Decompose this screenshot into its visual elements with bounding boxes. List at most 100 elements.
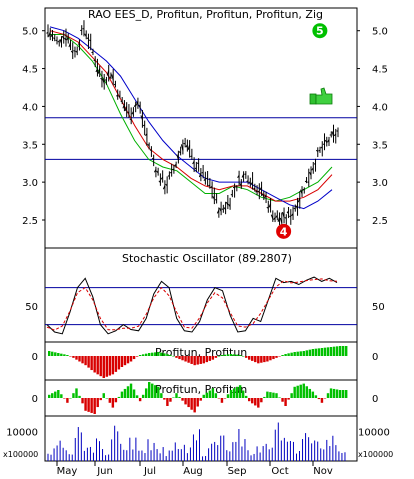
histogram-bar [90, 356, 93, 371]
marker-5-badge [312, 23, 328, 39]
histogram-bar [244, 356, 248, 358]
histogram-bar [187, 398, 190, 408]
price-bar-open [165, 183, 168, 187]
volume-y-tick-right: 10000 [358, 428, 390, 439]
histogram-bar [263, 356, 266, 363]
price-bar-open [190, 155, 193, 158]
histogram-bar [120, 391, 124, 398]
histogram-bar [290, 393, 293, 398]
histogram-bar [317, 348, 321, 356]
volume-panel-frame [44, 415, 358, 462]
histogram-bar [287, 353, 290, 356]
histogram-bar [338, 346, 342, 356]
price-bar-open [297, 197, 301, 203]
histogram-bar [54, 391, 57, 398]
price-bar-open [113, 83, 116, 86]
histogram-bar [338, 390, 342, 398]
price-bar-open [176, 154, 179, 160]
stochastic-d-line [46, 278, 338, 331]
histogram-bar [205, 392, 209, 398]
histogram-bar [105, 398, 109, 399]
histogram-bar [144, 388, 148, 398]
histogram-bar [129, 383, 133, 398]
histogram-bar [290, 352, 293, 356]
price-bar-open [282, 211, 285, 218]
price-bar-open [268, 203, 272, 208]
price-bar-open [156, 170, 159, 174]
histogram-bar [117, 396, 121, 398]
histogram-bar [217, 356, 221, 357]
histogram-bar [235, 354, 239, 356]
price-bar-open [250, 181, 253, 185]
histogram-bar [263, 396, 266, 398]
price-bar-open [169, 171, 172, 174]
price-bar-open [142, 124, 145, 127]
histogram-bar [105, 356, 109, 377]
histogram-bar [111, 398, 115, 408]
histogram-bar [75, 388, 78, 398]
histogram-bar [117, 356, 121, 370]
histogram-bar [132, 356, 136, 360]
histogram-bar [141, 354, 145, 356]
histogram-bar [314, 348, 318, 356]
price-bar-open [300, 189, 303, 194]
histogram-bar [111, 356, 115, 375]
price-bar-open [230, 193, 233, 196]
histogram-bar [135, 356, 139, 357]
histogram-bar [66, 398, 69, 403]
histogram-bar [214, 356, 218, 358]
stochastic-panel: Stochastic Oscillator (89.2807) 50 50 [25, 247, 385, 343]
price-bar-open [212, 196, 215, 200]
price-bar-open [162, 185, 166, 190]
marker-4-badge [276, 223, 292, 239]
price-bar-open [102, 78, 105, 84]
histogram-bar [329, 388, 333, 398]
price-bar-open [75, 50, 78, 53]
histogram-bar [102, 356, 105, 378]
price-bar-open [237, 174, 240, 179]
price-bar-open [194, 167, 197, 170]
histogram-bar [114, 356, 118, 372]
price-bar-open [324, 139, 328, 143]
x-tick-nov: Nov [313, 466, 333, 477]
price-bar-open [127, 111, 130, 114]
marker-label: 4 [280, 225, 288, 238]
stochastic-lines [46, 276, 338, 335]
histogram-bar [108, 398, 112, 403]
histogram-bar [175, 356, 178, 358]
histogram-bar [266, 356, 269, 362]
histogram-bar [102, 393, 105, 398]
price-support-lines [45, 117, 357, 160]
price-bar-open [192, 160, 195, 165]
histogram-bar [90, 398, 93, 413]
histogram-bar [84, 398, 87, 411]
price-bar-open [198, 173, 202, 178]
price-bar-open [73, 50, 76, 52]
x-tick-jun: Jun [96, 466, 113, 477]
histogram-bar [144, 353, 148, 356]
price-bar-open [270, 214, 274, 219]
price-bar-open [153, 169, 157, 173]
histogram-bar [223, 398, 227, 399]
price-y-tick-left: 3.0 [22, 178, 38, 189]
stochastic-panel-title: Stochastic Oscillator (89.2807) [122, 252, 292, 265]
histogram-bar [57, 353, 60, 356]
histogram-bar [269, 392, 272, 398]
price-bar-open [178, 151, 181, 154]
histogram-bar [163, 353, 166, 356]
volume-y-tick-left: 10000 [6, 428, 38, 439]
histogram-bar [320, 398, 324, 403]
x-tick-aug: Aug [183, 466, 203, 477]
price-panel: RAO EES_D, Profitun, Profitun, Profitun,… [22, 7, 388, 249]
histogram-bar [317, 398, 321, 400]
price-bar-open [97, 68, 101, 74]
histogram-bar [251, 398, 254, 404]
histogram-bar [66, 355, 69, 356]
marker-label: 5 [316, 25, 324, 38]
histogram-bar [232, 354, 236, 356]
histogram-bar [199, 398, 202, 401]
price-bar-open [183, 142, 186, 145]
histogram-bar [151, 383, 154, 398]
